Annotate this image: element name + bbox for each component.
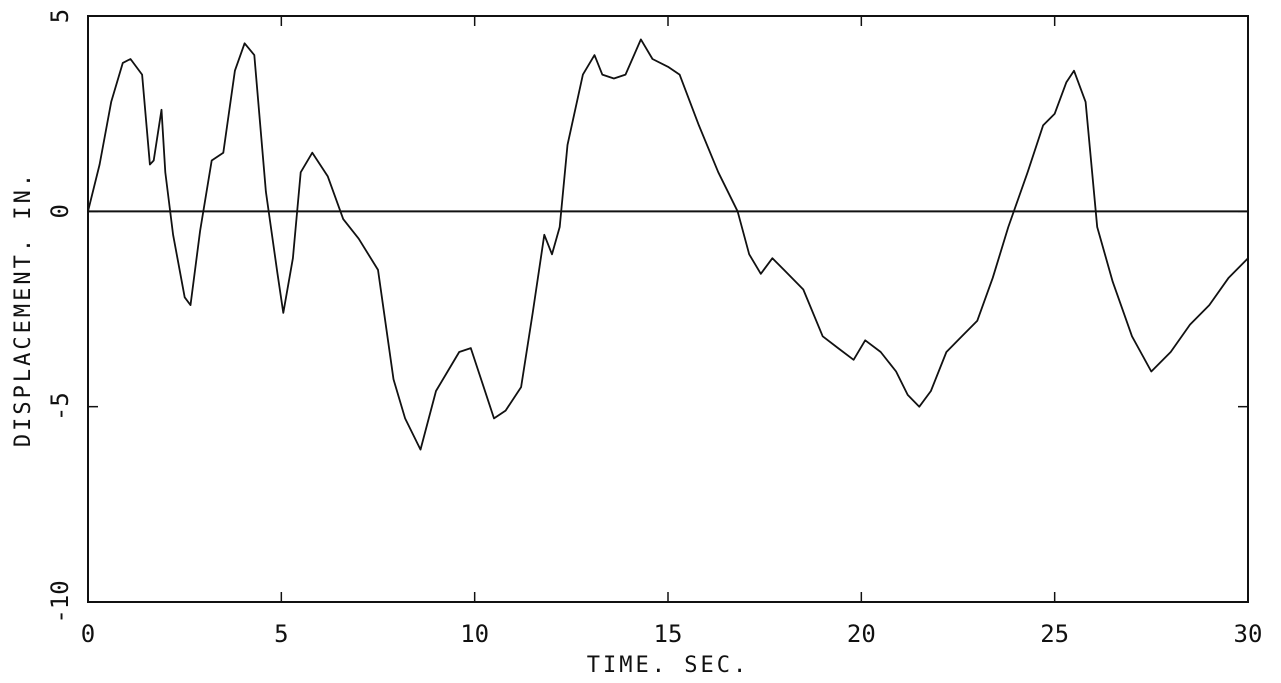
plot-frame (87, 15, 1249, 603)
displacement-series-line (87, 38, 1249, 451)
y-tick-label: 5 (46, 9, 74, 23)
axis-tick-labels: 0 5 10 15 20 25 30 5 0 -5 -10 (46, 9, 1262, 648)
x-tick-label: 10 (460, 620, 489, 648)
y-tick-label: -5 (46, 392, 74, 421)
y-axis-title: DISPLACEMENT. IN. (11, 171, 36, 447)
x-tick-label: 15 (654, 620, 683, 648)
x-tick-label: 20 (847, 620, 876, 648)
axis-ticks (87, 15, 1249, 603)
x-tick-label: 0 (81, 620, 95, 648)
x-axis-title: TIME. SEC. (587, 653, 749, 678)
y-tick-label: 0 (46, 204, 74, 218)
x-tick-label: 30 (1234, 620, 1263, 648)
x-tick-label: 5 (274, 620, 288, 648)
x-tick-label: 25 (1040, 620, 1069, 648)
y-tick-label: -10 (46, 580, 74, 623)
